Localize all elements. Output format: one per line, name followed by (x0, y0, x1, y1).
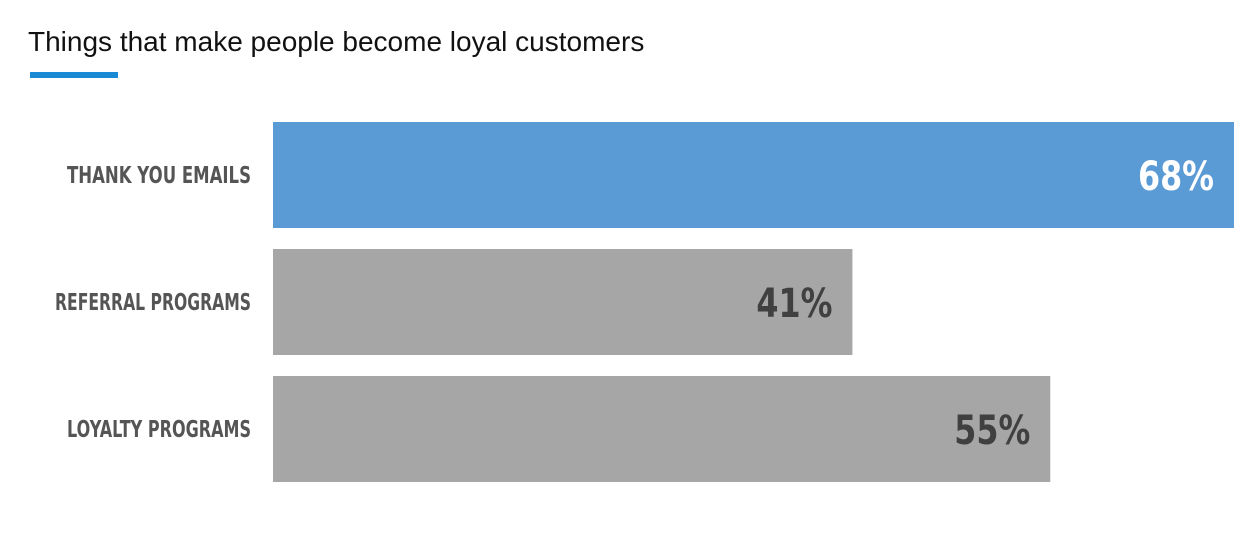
category-label-referral-programs: REFERRAL PROGRAMS (55, 290, 251, 316)
category-label-loyalty-programs: LOYALTY PROGRAMS (67, 417, 251, 443)
value-label-thank-you-emails: 68% (1138, 154, 1214, 200)
chart-title: Things that make people become loyal cus… (28, 26, 645, 57)
category-label-thank-you-emails: THANK YOU EMAILS (67, 163, 251, 189)
bar-referral-programs (273, 249, 853, 355)
title-accent-bar (30, 72, 118, 78)
bar-thank-you-emails (273, 122, 1234, 228)
value-label-referral-programs: 41% (756, 281, 832, 327)
value-label-loyalty-programs: 55% (954, 408, 1030, 454)
bar-loyalty-programs (273, 376, 1051, 482)
